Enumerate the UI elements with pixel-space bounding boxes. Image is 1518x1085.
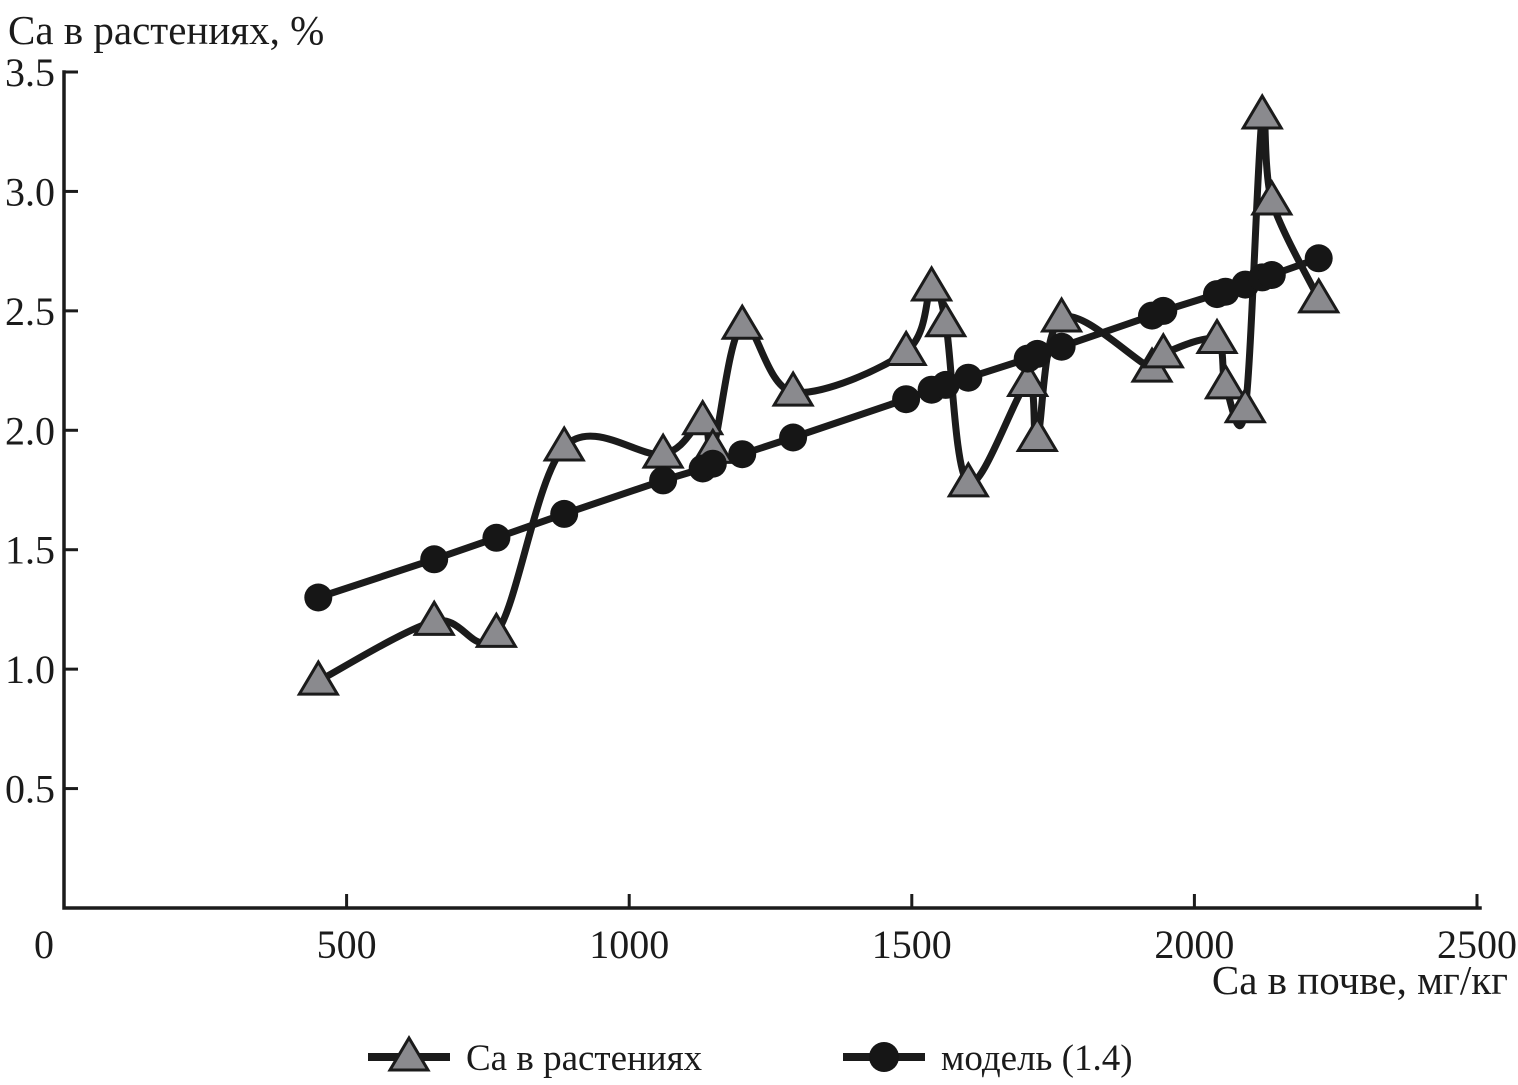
circle-marker-1060 [649,466,678,495]
x-axis-title: Са в почве, мг/кг [1212,957,1508,1003]
circle-marker-885 [550,499,579,528]
y-tick-label-3.0: 3.0 [5,169,55,214]
triangle-marker-1722 [1015,415,1059,452]
circle-marker-765 [482,523,511,552]
triangle-marker-1945 [1141,331,1185,369]
plot-area: 0 500 1000 1500 2000 2500 0.5 1.0 1.5 2.0 2.5 3.0 3.… [5,50,1517,967]
y-tick-label-1.0: 1.0 [5,647,55,692]
legend-label-model: модель (1.4) [941,1038,1133,1079]
triangle-marker-1290 [771,370,815,407]
circle-marker-1148 [698,449,727,478]
y-tick-label-3.5: 3.5 [5,50,55,95]
triangle-marker-1130 [681,398,725,436]
triangle-marker-2090 [1223,386,1267,424]
triangle-marker-655 [412,599,456,636]
legend: Са в растениях модель (1.4) [368,1035,1133,1079]
circle-marker-2137 [1257,261,1286,289]
triangle-marker-1490 [884,329,928,366]
circle-marker-1765 [1047,332,1076,361]
triangle-marker-765 [474,611,519,648]
x-tick-label-1000: 1000 [589,922,669,967]
triangle-marker-450 [296,659,340,696]
y-tick-label-2.5: 2.5 [5,289,55,334]
y-axis-title: Са в растениях, % [8,7,324,53]
legend-item-plants: Са в растениях [368,1035,703,1079]
circle-marker-1290 [779,423,808,452]
circle-marker-1560 [931,370,960,399]
triangle-icon [387,1035,431,1072]
triangle-marker-1600 [946,460,990,498]
triangle-marker-1765 [1039,296,1084,333]
x-tick-label-0: 0 [34,922,54,967]
circle-marker-1490 [892,385,921,414]
x-tick-label-2000: 2000 [1154,922,1234,967]
triangle-marker-2120 [1240,93,1284,130]
triangle-marker-1535 [909,265,954,302]
circle-marker-655 [420,545,449,574]
series-line-plants [314,103,1323,685]
triangle-marker-1705 [1006,360,1050,398]
x-tick-label-1500: 1500 [872,922,952,967]
circle-marker-1722 [1023,339,1052,368]
triangle-marker-1200 [720,303,764,340]
triangle-marker-2220 [1297,276,1341,314]
triangle-marker-2137 [1250,179,1294,216]
circle-marker-1600 [954,363,983,392]
x-tick-label-2500: 2500 [1437,922,1517,967]
x-tick-label-500: 500 [317,922,377,967]
legend-item-model: модель (1.4) [843,1038,1133,1079]
circle-marker-1945 [1149,296,1178,325]
triangle-marker-2055 [1203,362,1248,400]
y-tick-label-1.5: 1.5 [5,528,55,573]
y-tick-label-2.0: 2.0 [5,408,55,453]
y-tick-label-0.5: 0.5 [5,767,55,812]
circle-marker-2220 [1304,244,1333,273]
triangle-marker-1560 [924,300,968,338]
circle-marker-450 [304,583,333,612]
triangle-marker-2040 [1195,317,1239,355]
axes-frame [62,70,1482,910]
triangle-marker-885 [542,425,586,462]
legend-label-plants: Са в растениях [466,1038,703,1079]
circle-icon [869,1042,899,1072]
circle-marker-1200 [728,440,757,469]
